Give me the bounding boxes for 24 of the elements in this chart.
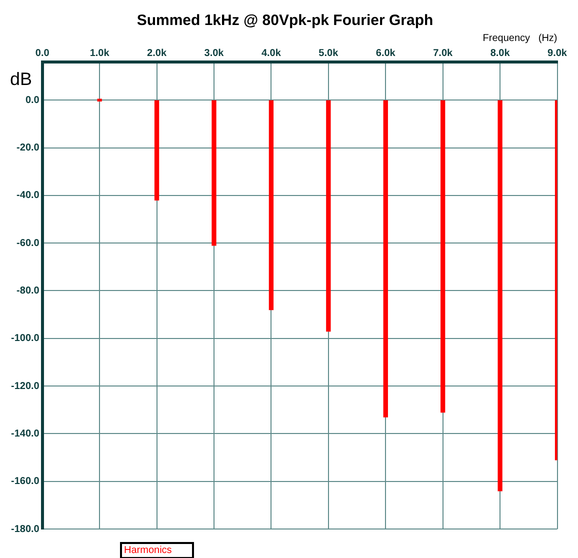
x-tick-label: 2.0k — [147, 48, 167, 59]
y-tick-label: -180.0 — [10, 524, 40, 535]
x-tick-label: 9.0k — [548, 48, 568, 59]
text: Harmonics — [124, 545, 172, 556]
y-tick-label: -80.0 — [16, 285, 40, 296]
y-tick-label: -20.0 — [16, 142, 40, 154]
y-tick-label: -120.0 — [10, 380, 40, 392]
x-tick-label: 8.0k — [490, 48, 510, 59]
y-axis-title: dB — [10, 68, 32, 89]
y-tick-label: -60.0 — [16, 238, 40, 249]
x-tick-label: 3.0k — [204, 48, 224, 59]
y-tick-label: -100.0 — [10, 333, 40, 344]
x-tick-label: 4.0k — [261, 48, 282, 59]
x-axis-title: Frequency (Hz) — [482, 32, 558, 44]
y-tick-label: 0.0 — [25, 94, 40, 106]
x-tick-label: 0.0 — [35, 48, 50, 59]
y-tick-label: -160.0 — [10, 476, 40, 488]
x-tick-label: 7.0k — [433, 48, 454, 59]
y-tick-label: -140.0 — [10, 428, 40, 440]
chart-title: Summed 1kHz @ 80Vpk-pk Fourier Graph — [136, 12, 434, 30]
y-tick-label: -40.0 — [16, 190, 40, 202]
x-tick-label: 1.0k — [90, 48, 110, 59]
x-tick-label: 6.0k — [376, 48, 396, 59]
x-tick-label: 5.0k — [318, 48, 339, 59]
